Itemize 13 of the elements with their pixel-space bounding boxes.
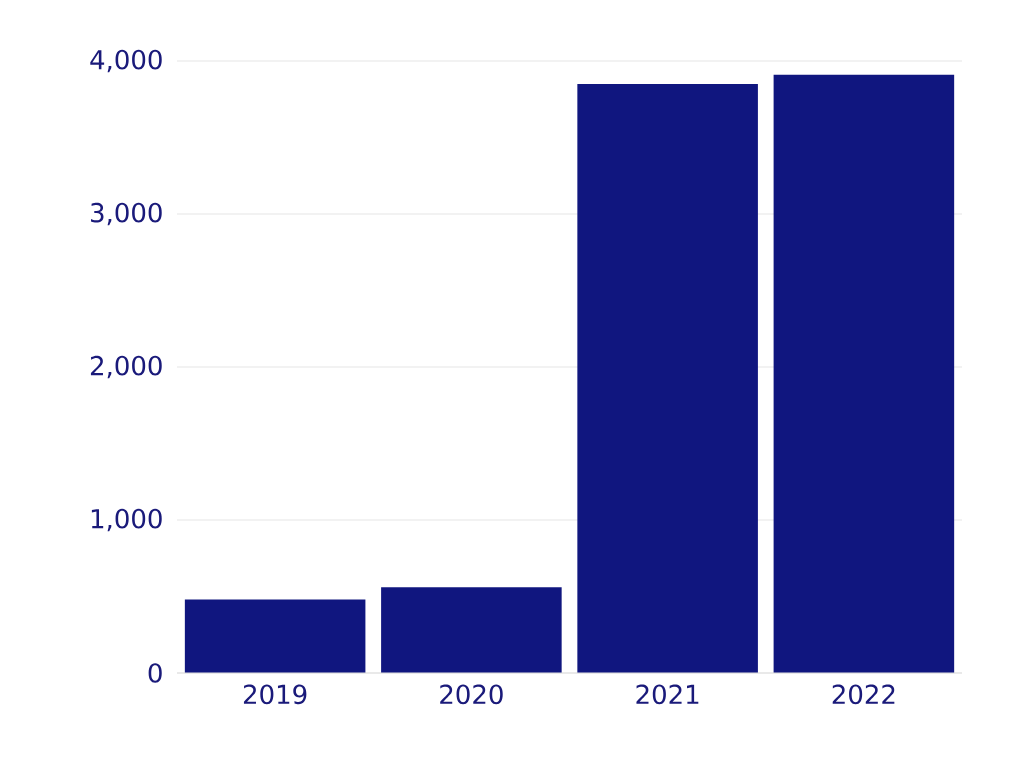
y-tick-label: 1,000 [91, 508, 162, 532]
bar [773, 74, 955, 673]
bar [577, 83, 758, 673]
y-tick-label: 4,000 [90, 49, 162, 73]
bar [381, 587, 562, 673]
y-tick-label: 0 [148, 663, 162, 683]
y-tick-label: 2,000 [90, 355, 162, 379]
bar [184, 599, 366, 673]
y-tick-label: 3,000 [91, 202, 162, 226]
x-tick-label: 2019 [243, 684, 307, 705]
x-tick-label: 2020 [440, 684, 503, 705]
x-tick-label: 2021 [636, 684, 699, 705]
x-tick-label: 2022 [832, 684, 895, 705]
